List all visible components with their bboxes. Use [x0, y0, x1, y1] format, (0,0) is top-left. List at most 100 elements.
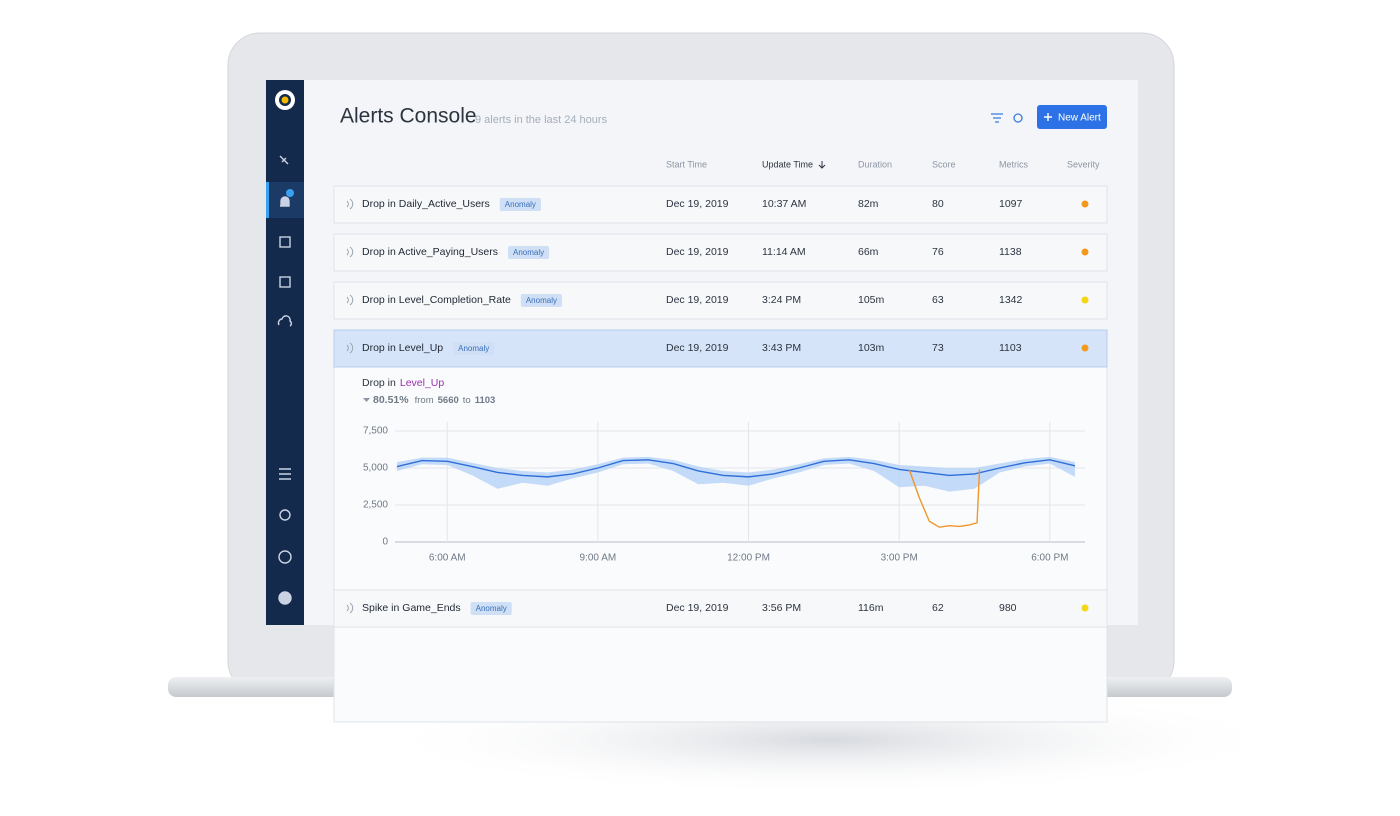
- tag: [520, 294, 562, 307]
- alert-row[interactable]: [333, 185, 1108, 224]
- column-header[interactable]: Update Time: [762, 159, 813, 169]
- logo: [281, 96, 289, 104]
- tag: [499, 198, 541, 211]
- icon-settings-sliders[interactable]: [279, 468, 291, 480]
- column-header[interactable]: Severity: [1067, 159, 1100, 169]
- sort-arrow: [818, 161, 826, 169]
- from-word: from: [415, 395, 434, 406]
- tag-label: Anomaly: [526, 296, 557, 305]
- cell-metrics: 1103: [999, 342, 1022, 354]
- detail-title: Drop in Level_Up: [362, 377, 444, 389]
- x-tick-label: 3:00 PM: [881, 553, 918, 564]
- plus-icon: [1044, 113, 1052, 121]
- y-tick-label: 0: [382, 537, 388, 548]
- row-icon: [346, 602, 354, 614]
- badge: [286, 189, 294, 197]
- page-subtitle: 9 alerts in the last 24 hours: [475, 114, 608, 126]
- severity-dot: [1081, 296, 1089, 304]
- x-tick-label: 6:00 AM: [429, 553, 466, 564]
- tag-label: Anomaly: [476, 604, 507, 613]
- cell-update: 3:56 PM: [762, 602, 801, 614]
- alert-name[interactable]: Drop in Level_Up: [362, 342, 443, 354]
- cell-update: 3:43 PM: [762, 342, 801, 354]
- alert-name[interactable]: Drop in Daily_Active_Users: [362, 198, 490, 210]
- y-tick-label: 7,500: [363, 426, 388, 437]
- to-word: to: [463, 395, 471, 406]
- alert-row[interactable]: [333, 233, 1108, 272]
- detail-prefix: Drop in: [362, 377, 396, 389]
- new-alert-button[interactable]: [1037, 105, 1107, 129]
- cell-duration: 116m: [858, 602, 884, 614]
- column-header[interactable]: Start Time: [666, 159, 707, 169]
- icon-explore[interactable]: [279, 155, 289, 165]
- icon-metrics[interactable]: [279, 236, 291, 248]
- severity-dot: [1081, 344, 1089, 352]
- column-header[interactable]: Score: [932, 159, 956, 169]
- cell-update: 3:24 PM: [762, 294, 801, 306]
- to-value: 1103: [475, 395, 496, 406]
- severity-dot: [1081, 604, 1089, 612]
- cell-duration: 66m: [858, 246, 879, 258]
- cell-duration: 82m: [858, 198, 879, 210]
- icon-dashboards[interactable]: [279, 276, 291, 288]
- alert-name[interactable]: Drop in Level_Completion_Rate: [362, 294, 511, 306]
- severity-dot: [1081, 248, 1089, 256]
- cell-duration: 105m: [858, 294, 885, 306]
- icon-alerts[interactable]: [280, 196, 290, 207]
- cell-start: Dec 19, 2019: [666, 198, 729, 210]
- cell-metrics: 1097: [999, 198, 1023, 210]
- confidence-band: [397, 456, 1075, 492]
- tag: [470, 602, 512, 615]
- icon-user[interactable]: [278, 591, 292, 605]
- cell-metrics: 980: [999, 602, 1017, 614]
- sidebar: [266, 80, 304, 625]
- y-tick-label: 5,000: [363, 463, 388, 474]
- down-caret: [363, 398, 370, 402]
- tag-label: Anomaly: [513, 248, 544, 257]
- row-icon: [346, 246, 354, 258]
- row-icon: [346, 342, 354, 354]
- cell-score: 62: [932, 602, 944, 614]
- change-percent: 80.51%: [373, 394, 409, 406]
- cell-score: 63: [932, 294, 944, 306]
- alert-row[interactable]: [333, 589, 1108, 628]
- page-title: Alerts Console: [340, 105, 477, 128]
- cell-start: Dec 19, 2019: [666, 342, 729, 354]
- icon-gear[interactable]: [279, 509, 291, 521]
- x-tick-label: 6:00 PM: [1031, 553, 1068, 564]
- filter-icon[interactable]: [991, 113, 1003, 123]
- button-label: New Alert: [1058, 113, 1101, 124]
- x-tick-label: 12:00 PM: [727, 553, 770, 564]
- tag: [507, 246, 550, 259]
- tag: [453, 342, 495, 355]
- from-value: 5660: [438, 395, 459, 406]
- x-tick-label: 9:00 AM: [580, 553, 617, 564]
- row-icon: [346, 198, 354, 210]
- alert-name[interactable]: Spike in Game_Ends: [362, 602, 461, 614]
- y-tick-label: 2,500: [363, 500, 388, 511]
- cell-duration: 103m: [858, 342, 885, 354]
- refresh-icon[interactable]: [1013, 113, 1023, 123]
- icon-help[interactable]: [278, 550, 292, 564]
- alert-row[interactable]: [333, 281, 1108, 320]
- cell-update: 11:14 AM: [762, 246, 806, 258]
- column-header[interactable]: Metrics: [999, 159, 1028, 169]
- cell-metrics: 1138: [999, 246, 1022, 258]
- sidebar-active-bar: [266, 182, 269, 218]
- icon-upload[interactable]: [277, 315, 292, 327]
- cell-score: 73: [932, 342, 944, 354]
- detail-metric: Level_Up: [400, 377, 445, 389]
- cell-update: 10:37 AM: [762, 198, 806, 210]
- detail-change: 80.51% from 5660 to 1103: [373, 394, 495, 406]
- series-line: [396, 459, 1076, 478]
- detail-panel: [333, 329, 1108, 723]
- row-icon: [346, 294, 354, 306]
- cell-metrics: 1342: [999, 294, 1023, 306]
- alert-name[interactable]: Drop in Active_Paying_Users: [362, 246, 498, 258]
- tag-label: Anomaly: [505, 200, 536, 209]
- column-header[interactable]: Duration: [858, 159, 892, 169]
- series-line: [908, 469, 981, 528]
- severity-dot: [1081, 200, 1089, 208]
- cell-start: Dec 19, 2019: [666, 294, 729, 306]
